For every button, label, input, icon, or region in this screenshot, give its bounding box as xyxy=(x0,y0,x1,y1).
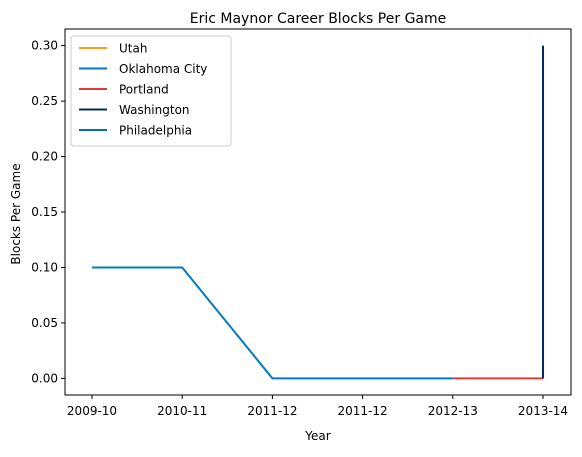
y-tick-label: 0.30 xyxy=(31,39,58,53)
y-axis-label: Blocks Per Game xyxy=(9,163,23,264)
x-tick-label: 2009-10 xyxy=(67,404,117,418)
legend-label: Oklahoma City xyxy=(119,62,207,76)
legend-label: Utah xyxy=(119,42,147,56)
x-tick-label: 2012-13 xyxy=(428,404,478,418)
chart-title: Eric Maynor Career Blocks Per Game xyxy=(190,11,447,27)
legend-label: Portland xyxy=(119,83,169,97)
x-tick-label: 2011-12 xyxy=(247,404,297,418)
legend-box xyxy=(70,35,232,147)
x-tick-label: 2011-12 xyxy=(338,404,388,418)
y-tick-label: 0.20 xyxy=(31,150,58,164)
y-tick-label: 0.00 xyxy=(31,371,58,385)
series-line-oklahoma-city xyxy=(92,266,453,380)
x-axis-label: Year xyxy=(304,429,330,443)
y-tick-label: 0.05 xyxy=(31,316,58,330)
y-tick-label: 0.15 xyxy=(31,205,58,219)
legend: Utah Oklahoma City Portland Washington Phila… xyxy=(70,35,232,147)
legend-label: Philadelphia xyxy=(119,124,192,138)
x-tick-label: 2013-14 xyxy=(518,404,568,418)
x-tick-label: 2010-11 xyxy=(157,404,207,418)
y-axis-ticks: 0.00 0.05 0.10 0.15 0.20 0.25 0.30 xyxy=(31,39,65,385)
y-tick-label: 0.10 xyxy=(31,260,58,274)
x-axis-ticks: 2009-10 2010-11 2011-12 2011-12 2012-13 2013-… xyxy=(67,395,568,418)
y-tick-label: 0.25 xyxy=(31,94,58,108)
legend-label: Washington xyxy=(119,103,190,117)
